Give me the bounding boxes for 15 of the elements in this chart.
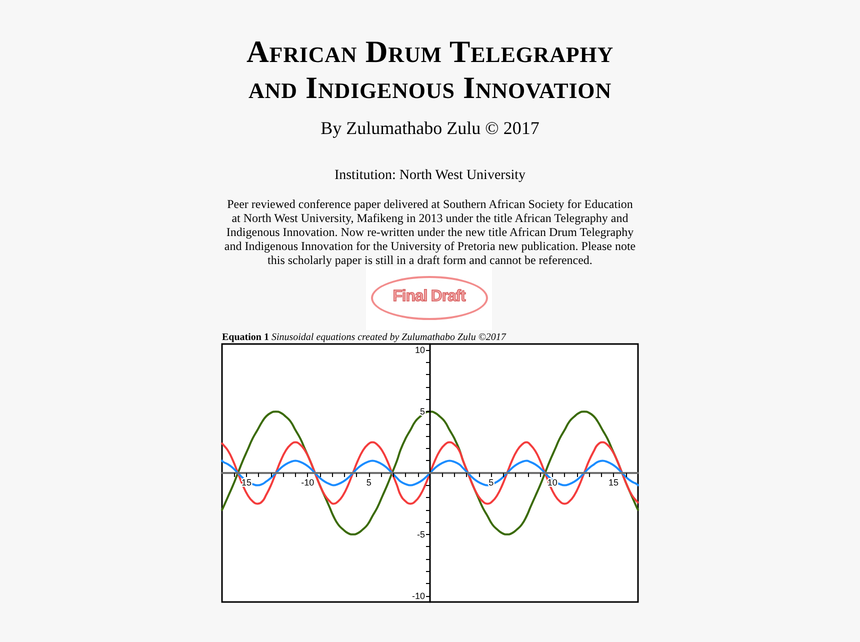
y-tick-label: -5 [416,529,425,540]
x-tick-label: 5 [366,478,372,488]
x-tick-label: 15 [608,478,619,488]
chart-title: African Drum Telegraphy and Indigenous Innovation [245,34,615,106]
x-tick-label: -10 [301,478,314,488]
line-series [221,441,639,505]
text: Sinusoidal equations created by Zulumathabo Zulu ©2017 [271,332,506,343]
chart-subtitle: By Zulumathabo Zulu © 2017 [320,117,540,139]
line-series [221,460,639,486]
text: Equation 1 [222,332,269,343]
text: Peer reviewed conference paper delivered at Southern African Society for Education at North West University, Mafikeng in 2013 under the title African Telegraphy and Indigenous Innovation. Now re-written under the new title African Drum Telegraphy and Indigenous Innovation for the University of Pretoria new publication. Please note this scholarly paper is still in a draft form and cannot be referenced. [224,197,636,267]
y-tick-label: 10 [414,345,425,356]
text: Final Draft [392,287,467,307]
text: Institution: North West University [333,167,527,184]
y-tick-label: -10 [412,590,425,601]
